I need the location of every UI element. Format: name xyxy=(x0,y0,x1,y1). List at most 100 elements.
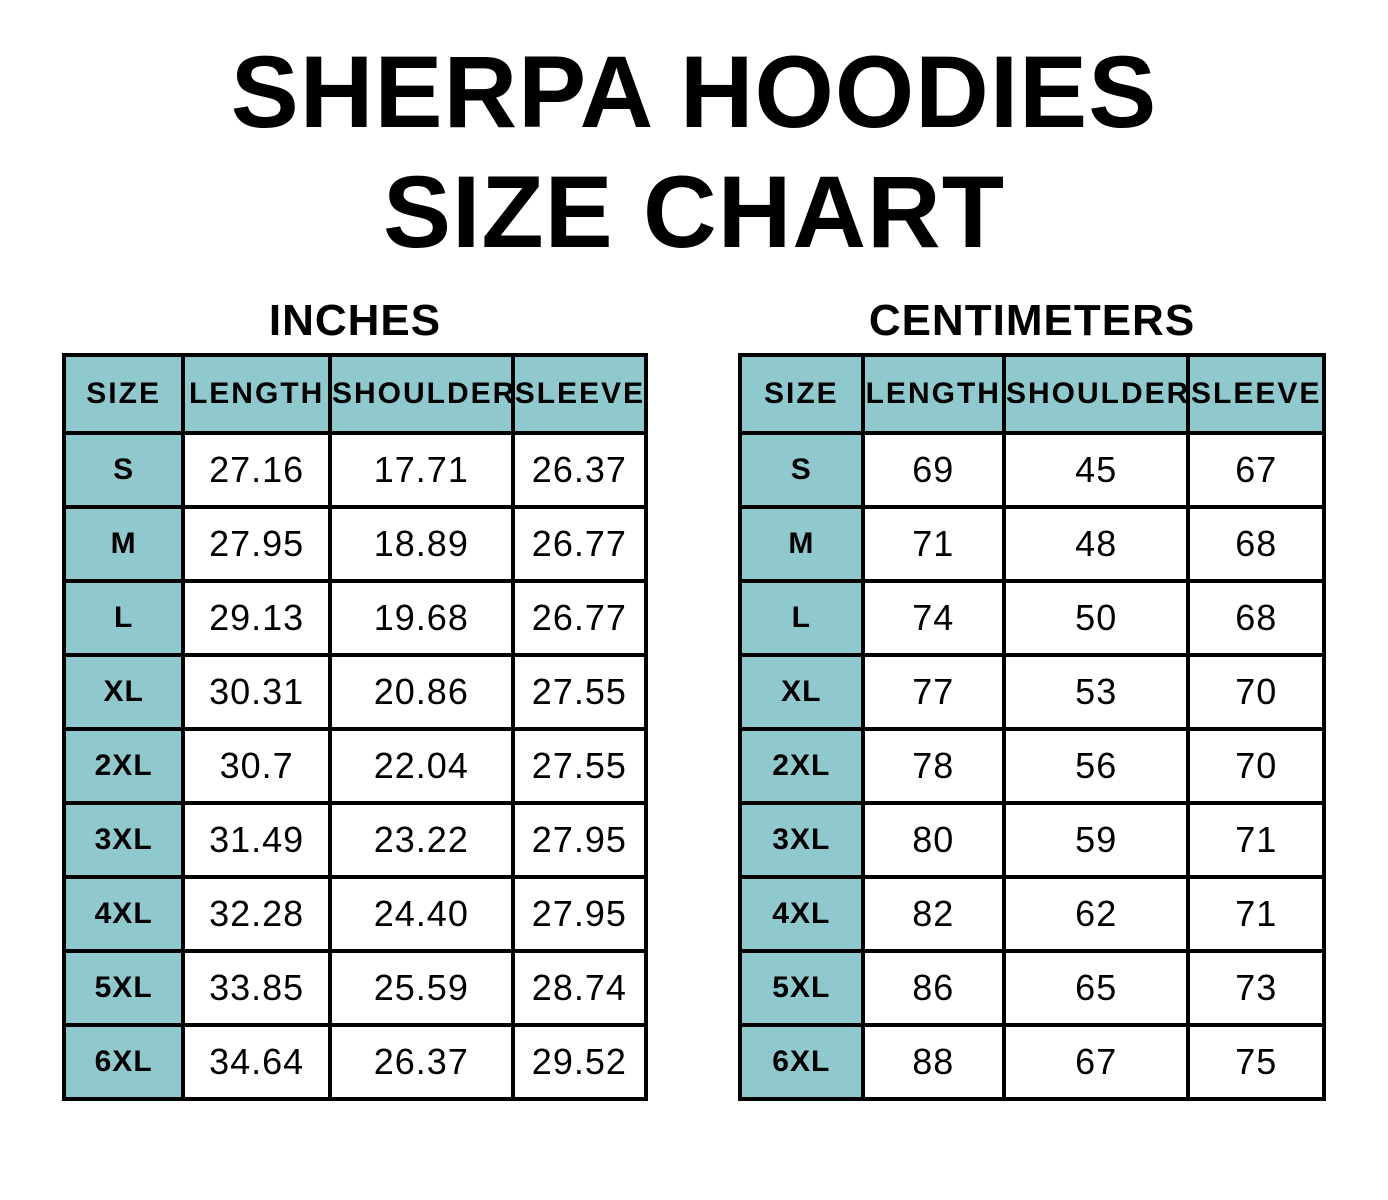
value-cell: 78 xyxy=(860,727,1006,805)
column-header-sleeve: SLEEVE xyxy=(1186,353,1326,435)
size-cell: 6XL xyxy=(61,1023,186,1101)
value-cell: 27.55 xyxy=(510,653,649,731)
value-cell: 26.37 xyxy=(510,431,649,509)
value-cell: 26.77 xyxy=(510,505,649,583)
value-cell: 22.04 xyxy=(327,727,515,805)
value-cell: 67 xyxy=(1186,431,1326,509)
centimeters-size-table: SIZE LENGTH SHOULDER SLEEVE S 69 45 67 M 71 48 68 L… xyxy=(738,353,1326,1101)
value-cell: 88 xyxy=(860,1023,1006,1101)
table-row: M 27.95 18.89 26.77 xyxy=(61,505,649,583)
header-row: SIZE LENGTH SHOULDER SLEEVE xyxy=(61,353,649,435)
column-header-length: LENGTH xyxy=(860,353,1006,435)
value-cell: 25.59 xyxy=(327,949,515,1027)
value-cell: 24.40 xyxy=(327,875,515,953)
size-cell: L xyxy=(61,579,186,657)
page-title-line1: SHERPA HOODIES xyxy=(230,35,1158,149)
value-cell: 28.74 xyxy=(510,949,649,1027)
inches-table-section: INCHES SIZE LENGTH SHOULDER SLEEVE S 27.16 17… xyxy=(61,296,649,1101)
size-cell: 5XL xyxy=(738,949,865,1027)
centimeters-label: CENTIMETERS xyxy=(868,296,1196,345)
table-row: M 71 48 68 xyxy=(738,505,1326,583)
table-row: 3XL 80 59 71 xyxy=(738,801,1326,879)
value-cell: 67 xyxy=(1001,1023,1191,1101)
value-cell: 33.85 xyxy=(181,949,332,1027)
page-title: SHERPA HOODIES SIZE CHART xyxy=(0,0,1388,273)
size-cell: S xyxy=(738,431,865,509)
centimeters-table-section: CENTIMETERS SIZE LENGTH SHOULDER SLEEVE S 69… xyxy=(738,296,1326,1101)
value-cell: 69 xyxy=(860,431,1006,509)
column-header-size: SIZE xyxy=(61,353,186,435)
value-cell: 71 xyxy=(1186,801,1326,879)
value-cell: 45 xyxy=(1001,431,1191,509)
size-cell: 4XL xyxy=(61,875,186,953)
size-cell: 6XL xyxy=(738,1023,865,1101)
value-cell: 31.49 xyxy=(181,801,332,879)
column-header-shoulder: SHOULDER xyxy=(1001,353,1191,435)
column-header-shoulder: SHOULDER xyxy=(327,353,515,435)
value-cell: 29.52 xyxy=(510,1023,649,1101)
value-cell: 20.86 xyxy=(327,653,515,731)
value-cell: 68 xyxy=(1186,505,1326,583)
size-cell: 5XL xyxy=(61,949,186,1027)
table-row: 6XL 88 67 75 xyxy=(738,1023,1326,1101)
table-row: 4XL 82 62 71 xyxy=(738,875,1326,953)
value-cell: 32.28 xyxy=(181,875,332,953)
size-cell: L xyxy=(738,579,865,657)
size-cell: 2XL xyxy=(61,727,186,805)
table-row: L 74 50 68 xyxy=(738,579,1326,657)
table-row: 5XL 33.85 25.59 28.74 xyxy=(61,949,649,1027)
value-cell: 48 xyxy=(1001,505,1191,583)
value-cell: 18.89 xyxy=(327,505,515,583)
value-cell: 70 xyxy=(1186,653,1326,731)
inches-size-table: SIZE LENGTH SHOULDER SLEEVE S 27.16 17.71 26.3… xyxy=(61,353,649,1101)
value-cell: 73 xyxy=(1186,949,1326,1027)
size-cell: M xyxy=(738,505,865,583)
table-row: XL 30.31 20.86 27.55 xyxy=(61,653,649,731)
table-row: 3XL 31.49 23.22 27.95 xyxy=(61,801,649,879)
value-cell: 27.95 xyxy=(510,801,649,879)
value-cell: 86 xyxy=(860,949,1006,1027)
value-cell: 30.31 xyxy=(181,653,332,731)
table-row: 2XL 30.7 22.04 27.55 xyxy=(61,727,649,805)
table-row: 4XL 32.28 24.40 27.95 xyxy=(61,875,649,953)
value-cell: 27.95 xyxy=(181,505,332,583)
size-cell: 4XL xyxy=(738,875,865,953)
value-cell: 68 xyxy=(1186,579,1326,657)
value-cell: 71 xyxy=(1186,875,1326,953)
size-cell: 3XL xyxy=(61,801,186,879)
value-cell: 27.95 xyxy=(510,875,649,953)
value-cell: 71 xyxy=(860,505,1006,583)
size-cell: XL xyxy=(738,653,865,731)
value-cell: 17.71 xyxy=(327,431,515,509)
table-row: 6XL 34.64 26.37 29.52 xyxy=(61,1023,649,1101)
value-cell: 70 xyxy=(1186,727,1326,805)
value-cell: 34.64 xyxy=(181,1023,332,1101)
table-row: S 69 45 67 xyxy=(738,431,1326,509)
value-cell: 27.55 xyxy=(510,727,649,805)
value-cell: 19.68 xyxy=(327,579,515,657)
value-cell: 53 xyxy=(1001,653,1191,731)
value-cell: 26.77 xyxy=(510,579,649,657)
table-row: 5XL 86 65 73 xyxy=(738,949,1326,1027)
value-cell: 74 xyxy=(860,579,1006,657)
value-cell: 27.16 xyxy=(181,431,332,509)
size-cell: 3XL xyxy=(738,801,865,879)
value-cell: 77 xyxy=(860,653,1006,731)
column-header-size: SIZE xyxy=(738,353,865,435)
value-cell: 30.7 xyxy=(181,727,332,805)
page-title-line2: SIZE CHART xyxy=(383,155,1005,270)
value-cell: 26.37 xyxy=(327,1023,515,1101)
size-cell: 2XL xyxy=(738,727,865,805)
table-row: 2XL 78 56 70 xyxy=(738,727,1326,805)
size-cell: M xyxy=(61,505,186,583)
column-header-sleeve: SLEEVE xyxy=(510,353,649,435)
header-row: SIZE LENGTH SHOULDER SLEEVE xyxy=(738,353,1326,435)
value-cell: 65 xyxy=(1001,949,1191,1027)
value-cell: 59 xyxy=(1001,801,1191,879)
table-row: L 29.13 19.68 26.77 xyxy=(61,579,649,657)
size-cell: XL xyxy=(61,653,186,731)
value-cell: 80 xyxy=(860,801,1006,879)
value-cell: 82 xyxy=(860,875,1006,953)
value-cell: 23.22 xyxy=(327,801,515,879)
